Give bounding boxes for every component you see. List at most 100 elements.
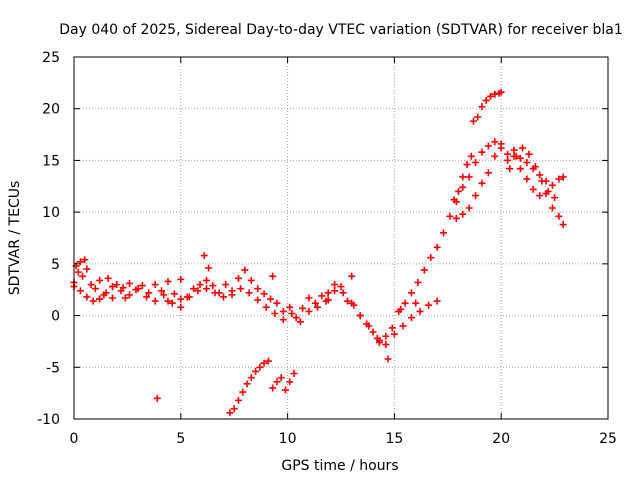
data-point xyxy=(83,265,91,273)
data-point xyxy=(254,296,262,304)
data-point xyxy=(536,171,544,179)
data-point xyxy=(397,305,405,313)
data-point xyxy=(487,92,495,100)
data-point xyxy=(299,304,307,312)
data-point xyxy=(305,307,313,315)
data-point xyxy=(314,303,322,311)
y-tick-label: 5 xyxy=(51,257,60,273)
data-point xyxy=(89,297,97,305)
data-point xyxy=(469,117,477,125)
data-point xyxy=(102,289,110,297)
data-point xyxy=(373,334,381,342)
data-point xyxy=(194,287,202,295)
data-point xyxy=(459,210,467,218)
data-point xyxy=(260,359,268,367)
data-point xyxy=(369,328,377,336)
data-point xyxy=(226,409,234,417)
data-point xyxy=(164,297,172,305)
data-point xyxy=(241,266,249,274)
data-point xyxy=(96,276,104,284)
data-point xyxy=(548,204,556,212)
data-point xyxy=(491,152,499,160)
data-point xyxy=(126,280,134,288)
y-tick-label: 15 xyxy=(42,153,60,169)
data-point xyxy=(256,363,264,371)
data-point xyxy=(292,314,300,322)
data-point xyxy=(113,281,121,289)
data-point xyxy=(252,367,260,375)
data-point xyxy=(382,332,390,340)
data-point xyxy=(126,291,134,299)
data-point xyxy=(177,303,185,311)
data-point xyxy=(220,293,228,301)
data-point xyxy=(551,194,559,202)
data-point xyxy=(254,285,262,293)
data-point xyxy=(153,394,161,402)
data-point xyxy=(134,285,142,293)
data-point xyxy=(290,369,298,377)
series-main-track xyxy=(70,138,567,344)
data-point xyxy=(108,283,116,291)
data-point xyxy=(247,276,255,284)
series-low-arc xyxy=(153,357,298,417)
data-point xyxy=(482,96,490,104)
data-point xyxy=(209,282,217,290)
data-point xyxy=(506,165,514,173)
data-point xyxy=(230,405,238,413)
data-point xyxy=(459,183,467,191)
data-point xyxy=(96,295,104,303)
data-point xyxy=(412,299,420,307)
data-point xyxy=(205,264,213,272)
data-point xyxy=(538,177,546,185)
y-tick-label: 20 xyxy=(42,102,60,118)
data-point xyxy=(305,294,313,302)
data-point xyxy=(555,212,563,220)
data-point xyxy=(288,310,296,318)
data-point xyxy=(478,179,486,187)
y-tick-label: 0 xyxy=(51,309,60,325)
data-point xyxy=(559,221,567,229)
data-point xyxy=(450,196,458,204)
data-point xyxy=(108,294,116,302)
data-point xyxy=(420,266,428,274)
data-point xyxy=(234,274,242,282)
x-tick-label: 0 xyxy=(70,431,79,447)
data-point xyxy=(79,272,87,280)
data-point xyxy=(536,192,544,200)
data-point xyxy=(463,161,471,169)
data-point xyxy=(260,290,268,298)
data-point xyxy=(269,272,277,280)
data-point xyxy=(168,299,176,307)
y-axis-label: SDTVAR / TECUs xyxy=(7,181,23,296)
data-point xyxy=(158,287,166,295)
data-point xyxy=(296,318,304,326)
data-point xyxy=(331,287,339,295)
data-point xyxy=(440,229,448,237)
data-point xyxy=(416,307,424,315)
data-point xyxy=(446,212,454,220)
data-point xyxy=(196,281,204,289)
data-point xyxy=(375,338,383,346)
data-point xyxy=(138,282,146,290)
series-upper-arcs xyxy=(72,88,559,270)
x-tick-label: 15 xyxy=(385,431,403,447)
data-point xyxy=(185,293,193,301)
data-point xyxy=(559,173,567,181)
data-point xyxy=(264,357,272,365)
data-point xyxy=(239,388,247,396)
data-point xyxy=(519,144,527,152)
data-point xyxy=(160,291,168,299)
data-point xyxy=(356,312,364,320)
data-point xyxy=(271,310,279,318)
data-point xyxy=(523,158,531,166)
data-point xyxy=(177,275,185,283)
data-point xyxy=(87,281,95,289)
data-point xyxy=(472,158,480,166)
data-point xyxy=(382,341,390,349)
data-point xyxy=(151,297,159,305)
y-tick-label: -5 xyxy=(46,360,60,376)
data-point xyxy=(555,175,563,183)
data-point xyxy=(478,103,486,111)
y-tick-label: 10 xyxy=(42,205,60,221)
